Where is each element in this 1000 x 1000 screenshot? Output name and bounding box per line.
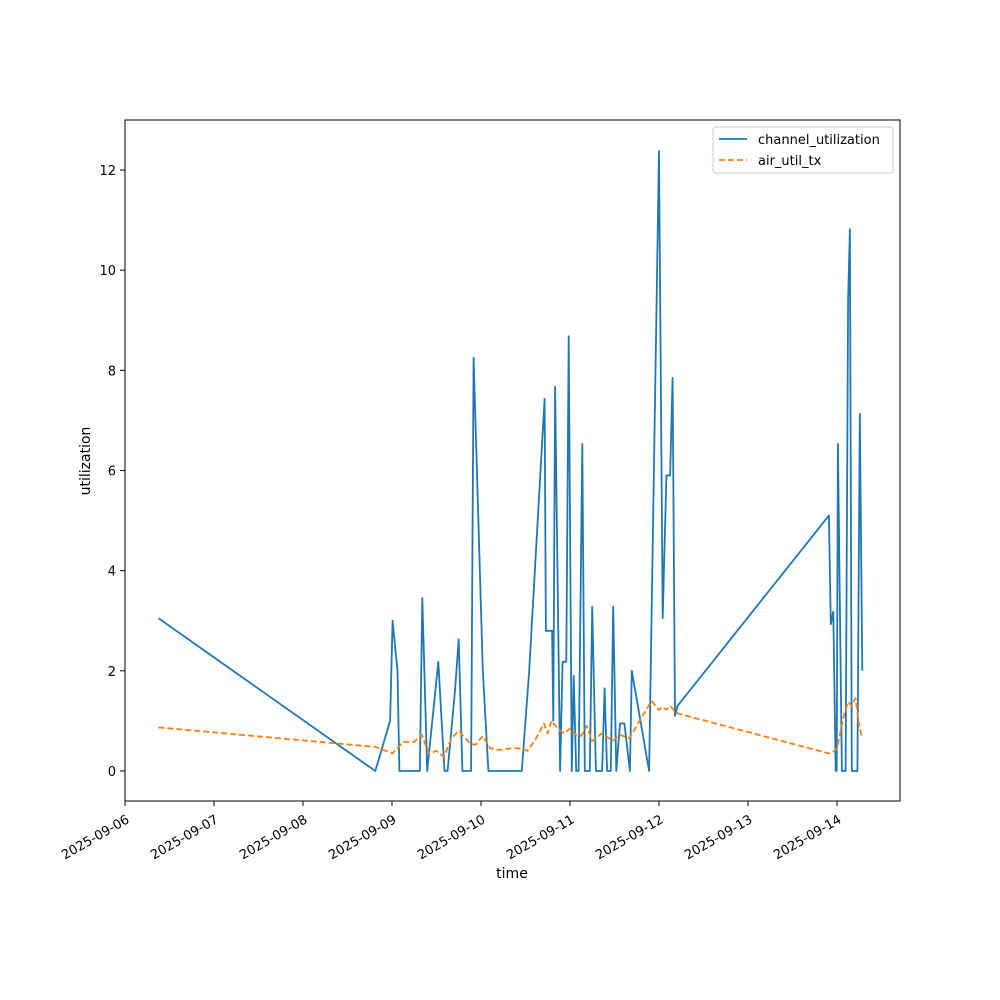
legend-box [712, 126, 894, 174]
y-axis: 0 2 4 6 8 10 12 [99, 164, 125, 780]
y-tick-label: 6 [108, 465, 116, 480]
y-tick-label: 10 [99, 264, 116, 279]
plot-frame [124, 119, 901, 802]
y-tick-label: 12 [99, 164, 116, 179]
legend: channel_utilization air_util_tx [712, 126, 894, 174]
y-axis-label: utilization [78, 427, 94, 496]
series-line-channel-utilization [157, 150, 864, 772]
y-tick-label: 2 [108, 665, 116, 680]
y-tick-label: 4 [108, 565, 116, 580]
y-tick-label: 0 [108, 765, 116, 780]
legend-label-channel-utilization: channel_utilization [758, 133, 880, 148]
series-line-air-util-tx [158, 697, 864, 758]
legend-label-air-util-tx: air_util_tx [758, 154, 822, 169]
y-tick-label: 8 [108, 364, 116, 379]
x-axis-label: time [496, 866, 528, 882]
series-layer [157, 150, 864, 772]
